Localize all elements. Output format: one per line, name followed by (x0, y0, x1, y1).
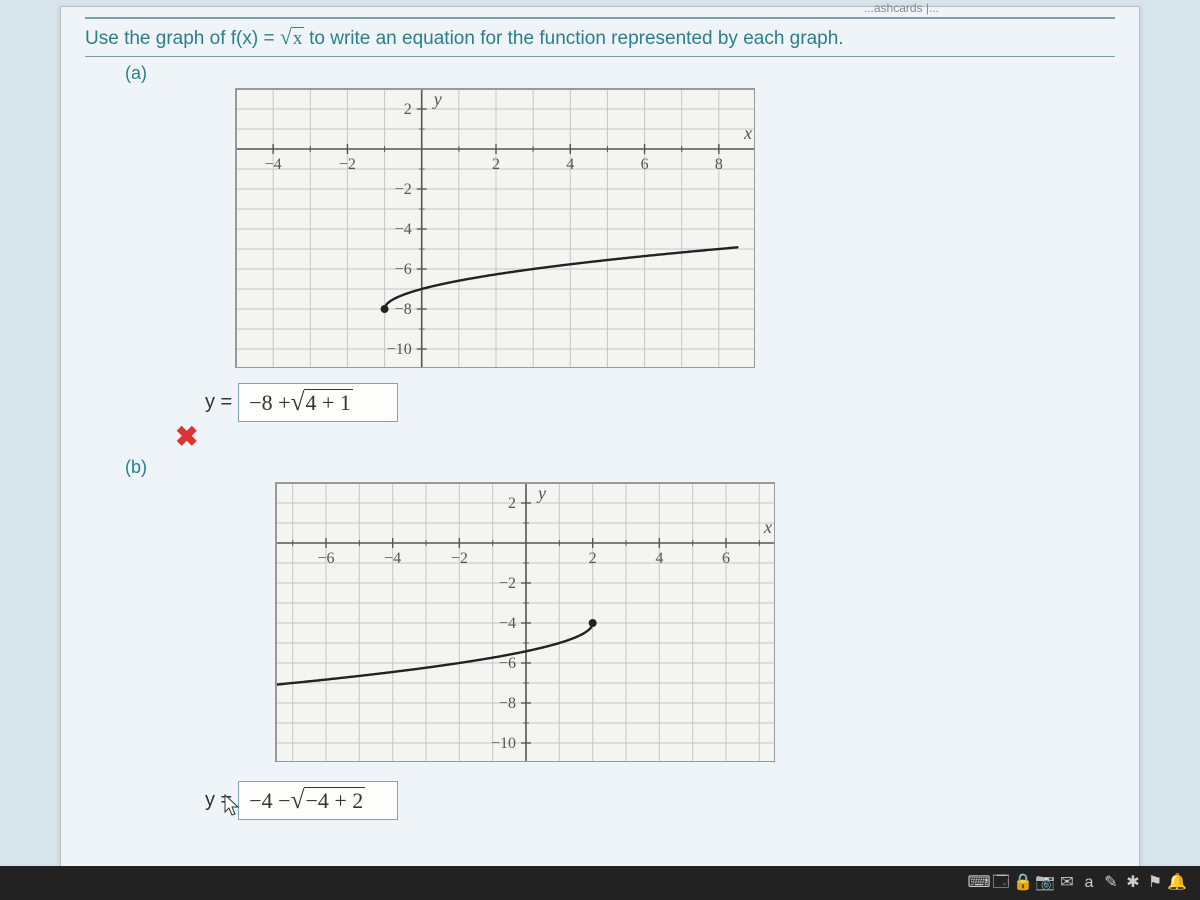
graph-b: −6 −4 −2 2 4 6 2 −2 −4 −6 −8 −10 x y (275, 482, 775, 762)
taskbar-icons: ⌨🗔🔒📷✉a✎✱⚑🔔 (968, 871, 1188, 896)
answer-b-line: y = −4 − √−4 + 2 (205, 781, 1115, 820)
surd-symbol: √ (280, 25, 292, 49)
svg-text:−6: −6 (317, 550, 334, 567)
svg-text:y: y (432, 89, 442, 109)
svg-text:y: y (536, 483, 546, 503)
svg-text:−4: −4 (384, 550, 401, 567)
graph-a: −4 −2 2 4 6 8 2 −2 −4 −6 −8 −10 x y (235, 88, 755, 368)
svg-text:6: 6 (722, 550, 730, 567)
question-suffix: to write an equation for the function re… (309, 28, 843, 49)
svg-text:−2: −2 (395, 181, 412, 198)
svg-text:4: 4 (655, 550, 663, 567)
taskbar-icon[interactable]: 🔒 (1012, 871, 1034, 893)
svg-text:6: 6 (641, 156, 649, 173)
svg-text:−2: −2 (499, 575, 516, 592)
svg-text:2: 2 (508, 495, 516, 512)
question-function: √x (280, 28, 309, 49)
answer-a-input[interactable]: −8 + √4 + 1 (238, 383, 398, 422)
taskbar-icon[interactable]: 🗔 (990, 873, 1012, 895)
y-equals-b: y = (205, 789, 232, 812)
taskbar-icon[interactable]: ✎ (1100, 871, 1122, 893)
feedback-a-incorrect-icon: ✖ (175, 420, 1115, 453)
svg-text:−2: −2 (451, 550, 468, 567)
taskbar-icon[interactable]: ⌨ (968, 871, 990, 893)
answer-a-radicand: 4 + 1 (304, 389, 352, 415)
answer-b-lead: −4 − (249, 788, 290, 814)
question-text: Use the graph of f(x) = √x to write an e… (85, 17, 1115, 57)
svg-text:−6: −6 (499, 655, 516, 672)
breadcrumb: ...ashcards |... (864, 1, 939, 15)
answer-b-input[interactable]: −4 − √−4 + 2 (238, 781, 398, 820)
svg-text:8: 8 (715, 156, 723, 173)
radicand: x (292, 27, 305, 49)
answer-b-radicand: −4 + 2 (304, 787, 365, 813)
svg-text:x: x (743, 123, 752, 143)
taskbar-icon[interactable]: 🔔 (1166, 871, 1188, 893)
svg-text:2: 2 (589, 550, 597, 567)
svg-text:−4: −4 (265, 156, 282, 173)
answer-b-radical: √−4 + 2 (291, 786, 366, 815)
part-a-label: (a) (125, 63, 1115, 84)
svg-text:−10: −10 (387, 341, 412, 358)
svg-text:x: x (763, 517, 772, 537)
y-equals-a: y = (205, 391, 232, 414)
taskbar: ⌨🗔🔒📷✉a✎✱⚑🔔 (0, 866, 1200, 900)
answer-a-lead: −8 + (249, 390, 290, 416)
svg-text:−6: −6 (395, 261, 412, 278)
svg-text:4: 4 (566, 156, 574, 173)
taskbar-icon[interactable]: ⚑ (1144, 871, 1166, 893)
taskbar-icon[interactable]: ✱ (1122, 871, 1144, 893)
svg-text:−2: −2 (339, 156, 356, 173)
answer-a-line: y = −8 + √4 + 1 (205, 383, 1115, 422)
svg-text:−8: −8 (499, 695, 516, 712)
taskbar-icon[interactable]: ✉ (1056, 871, 1078, 893)
svg-text:−8: −8 (395, 301, 412, 318)
answer-b-surd: √ (291, 786, 305, 814)
graph-a-container: −4 −2 2 4 6 8 2 −2 −4 −6 −8 −10 x y (235, 88, 1115, 373)
svg-text:2: 2 (404, 101, 412, 118)
graph-b-container: −6 −4 −2 2 4 6 2 −2 −4 −6 −8 −10 x y (275, 482, 1115, 767)
question-prefix: Use the graph of f(x) = (85, 28, 280, 49)
svg-text:2: 2 (492, 156, 500, 173)
svg-text:−4: −4 (499, 615, 516, 632)
part-b-label: (b) (125, 457, 1115, 478)
svg-text:−4: −4 (395, 221, 412, 238)
taskbar-icon[interactable]: a (1078, 872, 1100, 894)
answer-a-surd: √ (291, 388, 305, 416)
worksheet-page: ...ashcards |... Use the graph of f(x) =… (60, 6, 1140, 876)
taskbar-icon[interactable]: 📷 (1034, 871, 1056, 893)
svg-text:−10: −10 (491, 735, 516, 752)
answer-a-radical: √4 + 1 (291, 388, 353, 417)
